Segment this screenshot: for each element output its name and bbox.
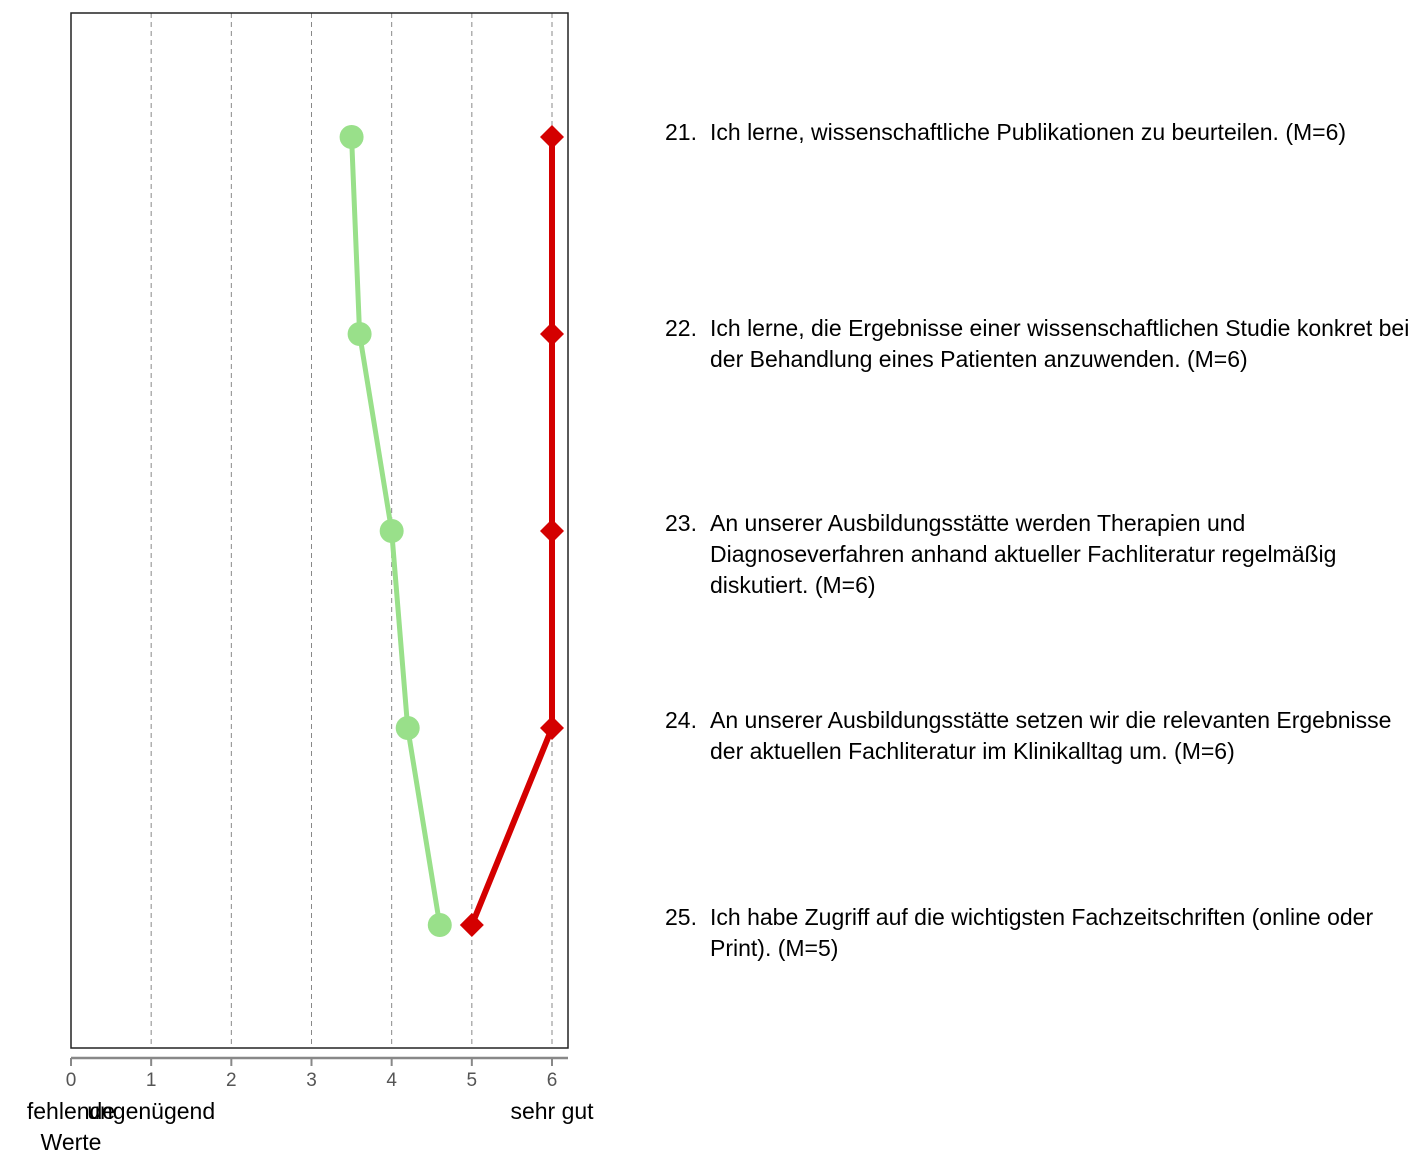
- x-tick-label: 0: [66, 1070, 77, 1091]
- item-text: Ich habe Zugriff auf die wichtigsten Fac…: [710, 904, 1374, 961]
- scale-label-line: Werte: [41, 1129, 102, 1152]
- scale-label-1: ungenügend: [87, 1098, 215, 1124]
- x-axis: 0 1 2 3 4 5 6: [66, 1056, 568, 1091]
- scale-labels: fehlende Werte ungenügend sehr gut: [27, 1098, 594, 1152]
- item-text: Ich lerne, wissenschaftliche Publikation…: [710, 119, 1347, 145]
- item-number: 25.: [665, 904, 697, 930]
- series-0-point-24: [395, 716, 420, 740]
- item-22: 22. Ich lerne, die Ergebnisse einer wiss…: [665, 313, 1425, 375]
- x-tick-label: 4: [386, 1070, 397, 1091]
- x-tick-label: 6: [547, 1070, 558, 1091]
- scale-label-line: sehr gut: [510, 1098, 594, 1124]
- item-25: 25. Ich habe Zugriff auf die wichtigsten…: [665, 902, 1425, 964]
- series-1-line: [469, 137, 555, 927]
- x-tick-label: 5: [467, 1070, 478, 1091]
- series-1-point-22: [540, 322, 564, 346]
- scale-label-line: ungenügend: [87, 1098, 215, 1124]
- series-layer: [339, 125, 564, 937]
- item-text: An unserer Ausbildungsstätte setzen wir …: [710, 707, 1392, 764]
- scale-label-2: sehr gut: [510, 1098, 594, 1124]
- series-1-point-25: [459, 913, 484, 937]
- item-23: 23. An unserer Ausbildungsstätte werden …: [665, 508, 1425, 601]
- item-number: 24.: [665, 707, 697, 733]
- series-0-point-22: [347, 322, 372, 346]
- profile-chart: 0 1 2 3 4 5 6 fehlende Werte ungenügend sehr gut: [27, 12, 594, 1152]
- item-24: 24. An unserer Ausbildungsstätte setzen …: [665, 705, 1425, 767]
- x-tick-label: 3: [306, 1070, 317, 1091]
- plot-frame: [70, 12, 569, 1049]
- series-1-point-21: [540, 125, 564, 149]
- scale-label-line: fehlende: [27, 1098, 115, 1124]
- item-21: 21. Ich lerne, wissenschaftliche Publika…: [665, 117, 1425, 148]
- item-number: 23.: [665, 510, 697, 536]
- item-text: Ich lerne, die Ergebnisse einer wissensc…: [710, 315, 1410, 372]
- x-tick-label: 2: [226, 1070, 237, 1091]
- item-number: 21.: [665, 119, 697, 145]
- series-0-point-25: [427, 913, 452, 937]
- scale-label-0: fehlende Werte: [27, 1098, 115, 1152]
- series-1-point-23: [540, 519, 564, 543]
- series-0-point-21: [339, 125, 364, 149]
- item-number: 22.: [665, 315, 697, 341]
- series-1-point-24: [540, 716, 564, 740]
- x-tick-label: 1: [146, 1070, 157, 1091]
- series-0-point-23: [379, 519, 404, 543]
- item-text: An unserer Ausbildungsstätte werden Ther…: [710, 510, 1337, 598]
